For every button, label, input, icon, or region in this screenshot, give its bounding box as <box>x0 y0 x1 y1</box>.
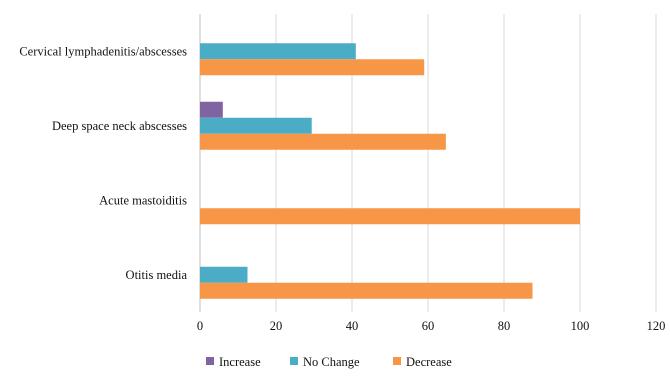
legend-label-increase: Increase <box>219 355 261 369</box>
category-label-acute-mastoiditis: Acute mastoiditis <box>99 193 187 207</box>
bar-decrease-otitis-media <box>200 282 533 299</box>
legend-swatch-decrease <box>393 357 401 365</box>
bar-no-change-otitis-media <box>200 266 248 283</box>
x-tick-label-100: 100 <box>571 319 590 333</box>
category-label-cervical-lymphadenitis-abscesses: Cervical lymphadenitis/abscesses <box>19 44 187 58</box>
bar-decrease-cervical-lymphadenitis-abscesses <box>200 59 425 76</box>
bar-no-change-cervical-lymphadenitis-abscesses <box>200 43 356 60</box>
bar-decrease-acute-mastoiditis <box>200 208 580 225</box>
category-label-otitis-media: Otitis media <box>126 268 188 282</box>
x-tick-label-20: 20 <box>270 319 283 333</box>
bars <box>200 43 580 299</box>
x-tick-label-0: 0 <box>197 319 203 333</box>
category-label-deep-space-neck-abscesses: Deep space neck abscesses <box>52 119 187 133</box>
x-tick-label-60: 60 <box>422 319 435 333</box>
category-labels: Cervical lymphadenitis/abscesses Deep spa… <box>19 44 187 282</box>
x-axis-tick-labels: 0 20 40 60 80 100 120 <box>197 319 666 333</box>
legend-swatch-increase <box>206 357 214 365</box>
legend: Increase No Change Decrease <box>206 355 452 369</box>
legend-label-no-change: No Change <box>303 355 360 369</box>
bar-increase-deep-space-neck-abscesses <box>200 101 223 118</box>
legend-swatch-no-change <box>290 357 298 365</box>
x-tick-label-120: 120 <box>647 319 666 333</box>
bar-decrease-deep-space-neck-abscesses <box>200 133 446 150</box>
legend-label-decrease: Decrease <box>406 355 452 369</box>
bar-no-change-deep-space-neck-abscesses <box>200 117 312 134</box>
x-tick-label-80: 80 <box>498 319 511 333</box>
x-tick-label-40: 40 <box>346 319 359 333</box>
